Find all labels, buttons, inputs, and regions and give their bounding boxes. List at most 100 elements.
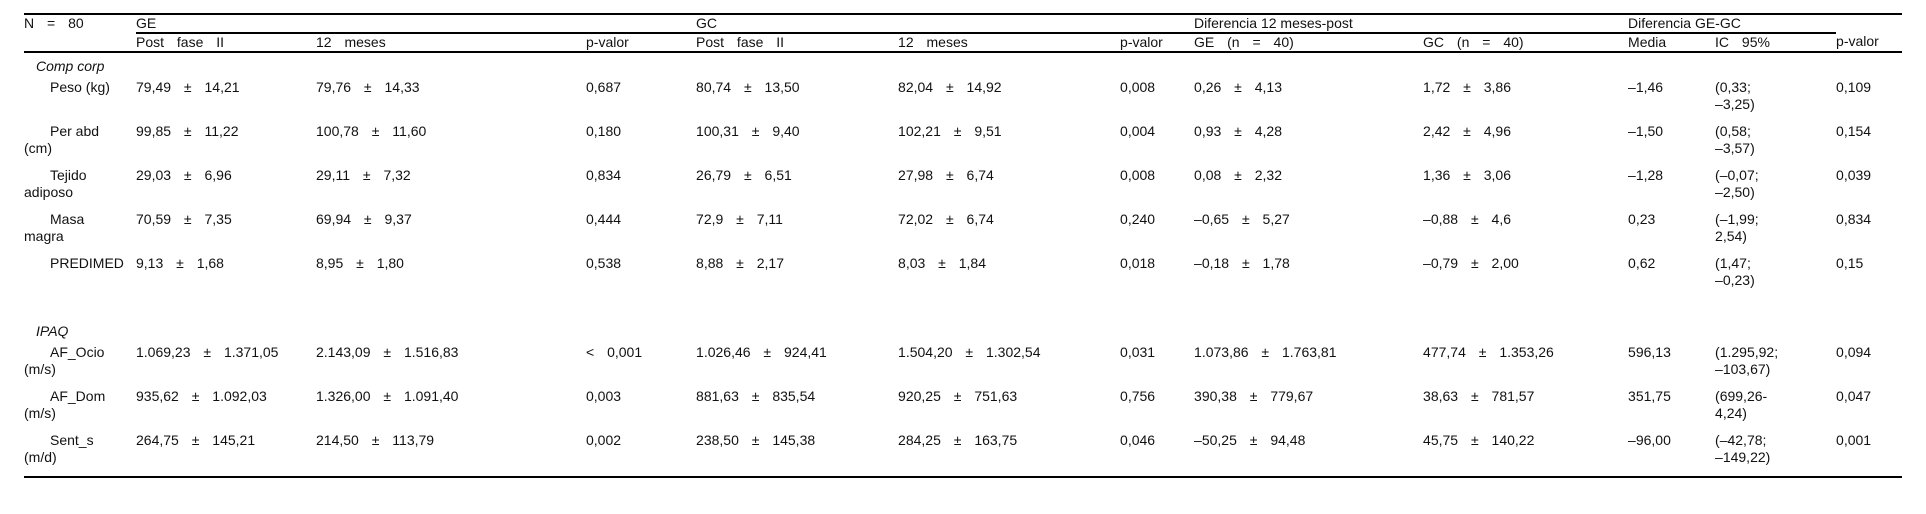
row-label: Peso (kg): [50, 79, 110, 95]
cell-ic95: (–1,99; 2,54): [1715, 211, 1759, 244]
n-count-label: N = 80: [24, 14, 136, 53]
cell-ge-p-valor: 0,687: [586, 79, 622, 95]
cell-ge-p-valor: 0,180: [586, 123, 622, 139]
cell-gc-p-valor: [1120, 52, 1194, 79]
cell-ge-p-valor: 0,003: [586, 388, 622, 404]
cell-media: –1,50: [1628, 123, 1664, 139]
row-label: IPAQ: [36, 323, 69, 339]
table-row: Peso (kg) 79,49 ± 14,21 79,76 ± 14,33 0,…: [24, 79, 1902, 123]
cell-gc-12-meses: 102,21 ± 9,51: [898, 123, 1002, 139]
cell-dif-gc-n40: [1423, 299, 1628, 344]
cell-gc-12-meses: [898, 299, 1120, 344]
cell-dif-ge-n40: –0,18 ± 1,78: [1194, 255, 1290, 271]
cell-gc-12-meses: 1.504,20 ± 1.302,54: [898, 344, 1041, 360]
cell-gc-p-valor: 0,008: [1120, 167, 1156, 183]
cell-gc-post-fase: 26,79 ± 6,51: [696, 167, 792, 183]
cell-dif-gc-n40: –0,88 ± 4,6: [1423, 211, 1511, 227]
row-label: Comp corp: [36, 58, 105, 74]
table-row: Per abd (cm) 99,85 ± 11,22 100,78 ± 11,6…: [24, 123, 1902, 167]
cell-dif-ge-n40: [1194, 299, 1423, 344]
group-header-dif-ge-gc: Diferencia GE-GC: [1628, 14, 1837, 34]
cell-ic95: [1715, 52, 1836, 79]
cell-gc-p-valor: 0,240: [1120, 211, 1156, 227]
cell-dif-gc-n40: 477,74 ± 1.353,26: [1423, 344, 1554, 360]
row-label: AF_Dom (m/s): [24, 388, 106, 421]
cell-ge-post-fase: 99,85 ± 11,22: [136, 123, 239, 139]
cell-dif-gc-n40: 1,72 ± 3,86: [1423, 79, 1511, 95]
table-row: Masa magra 70,59 ± 7,35 69,94 ± 9,37 0,4…: [24, 211, 1902, 255]
cell-gc-post-fase: 238,50 ± 145,38: [696, 432, 816, 448]
cell-gc-post-fase: 8,88 ± 2,17: [696, 255, 784, 271]
cell-gc-post-fase: 72,9 ± 7,11: [696, 211, 783, 227]
cell-ge-post-fase: 935,62 ± 1.092,03: [136, 388, 267, 404]
cell-ge-12-meses: 1.326,00 ± 1.091,40: [316, 388, 459, 404]
cell-ic95: (1,47; –0,23): [1715, 255, 1755, 288]
cell-dif-ge-n40: 0,08 ± 2,32: [1194, 167, 1282, 183]
cell-ge-post-fase: 29,03 ± 6,96: [136, 167, 232, 183]
cell-ge-post-fase: 264,75 ± 145,21: [136, 432, 256, 448]
cell-p-valor: [1836, 52, 1902, 79]
cell-ge-p-valor: 0,002: [586, 432, 622, 448]
cell-dif-gc-n40: –0,79 ± 2,00: [1423, 255, 1519, 271]
group-header-spacer: [1836, 14, 1902, 33]
cell-ge-12-meses: 29,11 ± 7,32: [316, 167, 411, 183]
cell-ge-12-meses: 69,94 ± 9,37: [316, 211, 412, 227]
table-header: N = 80 GE GC Diferencia 12 meses-post Di…: [24, 14, 1903, 53]
col-header-gc-p-valor: p-valor: [1120, 33, 1195, 53]
cell-dif-ge-n40: 390,38 ± 779,67: [1194, 388, 1314, 404]
col-header-p-valor: p-valor: [1836, 33, 1903, 53]
cell-ge-post-fase: [136, 299, 316, 344]
row-label: PREDIMED: [50, 255, 124, 271]
cell-p-valor: 0,001: [1836, 432, 1872, 448]
cell-dif-gc-n40: 38,63 ± 781,57: [1423, 388, 1535, 404]
cell-gc-post-fase: 1.026,46 ± 924,41: [696, 344, 827, 360]
col-header-gc-12-meses: 12 meses: [898, 33, 1121, 53]
cell-ic95: (0,58; –3,57): [1715, 123, 1755, 156]
cell-gc-p-valor: 0,046: [1120, 432, 1156, 448]
cell-ge-post-fase: 1.069,23 ± 1.371,05: [136, 344, 279, 360]
table-row: Tejido adiposo 29,03 ± 6,96 29,11 ± 7,32…: [24, 167, 1902, 211]
cell-media: [1628, 52, 1715, 79]
cell-gc-post-fase: [696, 299, 898, 344]
cell-ic95: (0,33; –3,25): [1715, 79, 1755, 112]
cell-gc-12-meses: 72,02 ± 6,74: [898, 211, 994, 227]
cell-p-valor: 0,094: [1836, 344, 1872, 360]
cell-gc-p-valor: 0,004: [1120, 123, 1156, 139]
cell-dif-gc-n40: 45,75 ± 140,22: [1423, 432, 1535, 448]
cell-ic95: (–42,78; –149,22): [1715, 432, 1771, 465]
table-row: AF_Ocio (m/s) 1.069,23 ± 1.371,05 2.143,…: [24, 344, 1902, 388]
cell-gc-post-fase: [696, 52, 898, 79]
cell-gc-p-valor: 0,031: [1120, 344, 1156, 360]
col-header-ge-12-meses: 12 meses: [316, 33, 586, 53]
cell-dif-ge-n40: –0,65 ± 5,27: [1194, 211, 1290, 227]
cell-ge-12-meses: 214,50 ± 113,79: [316, 432, 435, 448]
cell-ge-12-meses: [316, 299, 586, 344]
row-label: Sent_s (m/d): [24, 432, 94, 465]
group-header-dif-12-meses-post: Diferencia 12 meses-post: [1194, 14, 1629, 34]
cell-gc-12-meses: 82,04 ± 14,92: [898, 79, 1002, 95]
col-header-ge-p-valor: p-valor: [586, 33, 697, 53]
cell-media: 596,13: [1628, 344, 1671, 360]
table-body: Comp corp Peso (kg) 79,49 ± 14,21 79,76 …: [24, 52, 1902, 477]
cell-ic95: (1.295,92; –103,67): [1715, 344, 1779, 377]
col-header-gc-post-fase: Post fase II: [696, 33, 899, 53]
sub-header-row: Post fase II 12 meses p-valor Post fase …: [24, 33, 1903, 53]
cell-ge-p-valor: [586, 299, 696, 344]
cell-dif-gc-n40: 1,36 ± 3,06: [1423, 167, 1511, 183]
cell-ge-post-fase: 9,13 ± 1,68: [136, 255, 224, 271]
table-row: Sent_s (m/d) 264,75 ± 145,21 214,50 ± 11…: [24, 432, 1902, 477]
cell-ge-p-valor: [586, 52, 696, 79]
col-header-dif-ge-n40: GE (n = 40): [1194, 33, 1424, 53]
group-header-ge: GE: [136, 14, 697, 34]
cell-ic95: (699,26- 4,24): [1715, 388, 1768, 421]
col-header-dif-gc-n40: GC (n = 40): [1423, 33, 1629, 53]
cell-p-valor: 0,15: [1836, 255, 1864, 271]
cell-dif-ge-n40: [1194, 52, 1423, 79]
cell-ge-post-fase: 70,59 ± 7,35: [136, 211, 232, 227]
cell-ge-p-valor: 0,834: [586, 167, 622, 183]
cell-ge-12-meses: [316, 52, 586, 79]
cell-gc-p-valor: 0,756: [1120, 388, 1156, 404]
cell-gc-post-fase: 100,31 ± 9,40: [696, 123, 800, 139]
cell-p-valor: [1836, 299, 1902, 344]
cell-gc-12-meses: 8,03 ± 1,84: [898, 255, 986, 271]
